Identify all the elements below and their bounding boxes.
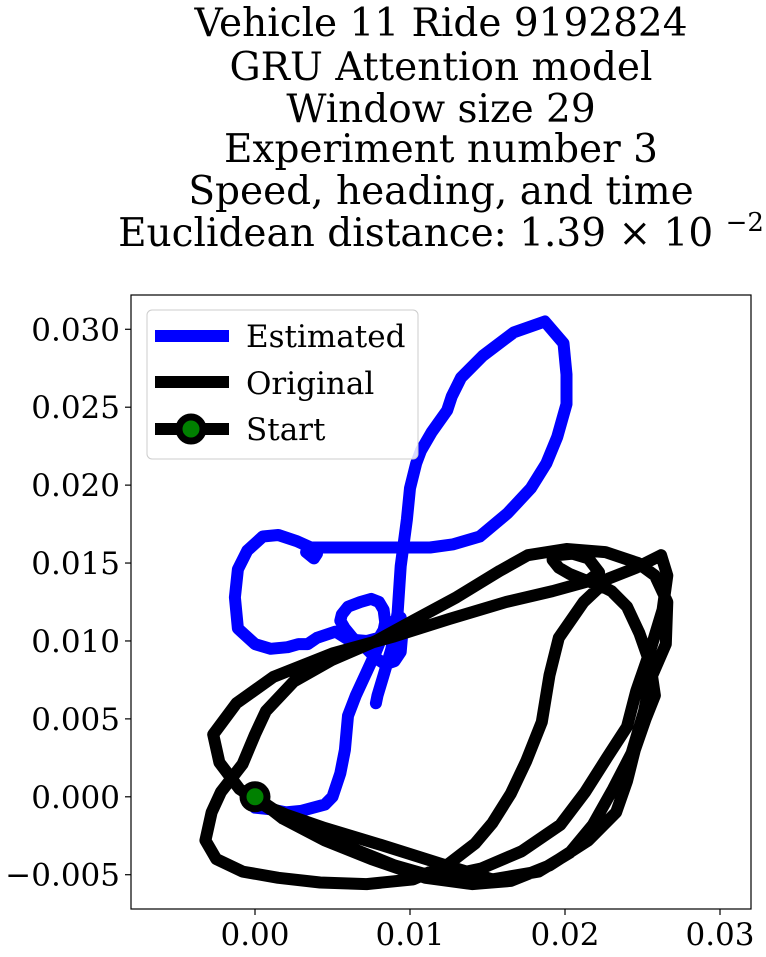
title-line-2: GRU Attention model [230,45,653,90]
title-distance-times: × [618,211,651,256]
series-line-estimated [228,315,573,819]
title-line-3: Window size 29 [286,87,595,132]
legend-label-estimated: Estimated [246,319,405,355]
x-tick-label: 0.02 [530,917,599,953]
title-distance-exponent: −2 [726,208,764,238]
chart-title: Vehicle 11 Ride 9192824 GRU Attention mo… [118,1,764,256]
y-tick-label: 0.010 [31,624,120,660]
title-line-6: Euclidean distance: 1.39 × 10 −2 [118,208,764,256]
y-tick-label: 0.005 [31,702,120,738]
y-tick-label: 0.020 [31,468,120,504]
legend-label-original: Original [246,366,374,402]
y-tick-label: 0.030 [31,312,120,348]
plot-series [199,315,674,891]
x-tick-label: 0.03 [685,917,754,953]
title-distance-base: 10 [664,211,714,256]
start-marker [239,781,271,813]
y-tick-label: −0.005 [5,858,120,894]
x-tick-label: 0.00 [220,917,289,953]
legend-label-start: Start [246,412,326,448]
title-line-4: Experiment number 3 [224,127,658,172]
x-tick-label: 0.01 [375,917,444,953]
axis-ticks: 0.00 0.01 0.02 0.03 −0.005 0.000 0.005 0.010 0.0… [5,312,754,953]
plot-frame [130,294,752,910]
title-distance-prefix: Euclidean distance: 1.39 [118,211,606,256]
legend-box [146,309,419,460]
y-tick-label: 0.025 [31,390,120,426]
y-tick-label: 0.000 [31,780,120,816]
series-line-original [199,543,674,891]
title-line-5: Speed, heading, and time [188,169,693,214]
y-tick-label: 0.015 [31,546,120,582]
legend-marker-start [175,413,207,445]
legend: Estimated Original Start [146,309,419,460]
title-line-1: Vehicle 11 Ride 9192824 [193,1,687,46]
